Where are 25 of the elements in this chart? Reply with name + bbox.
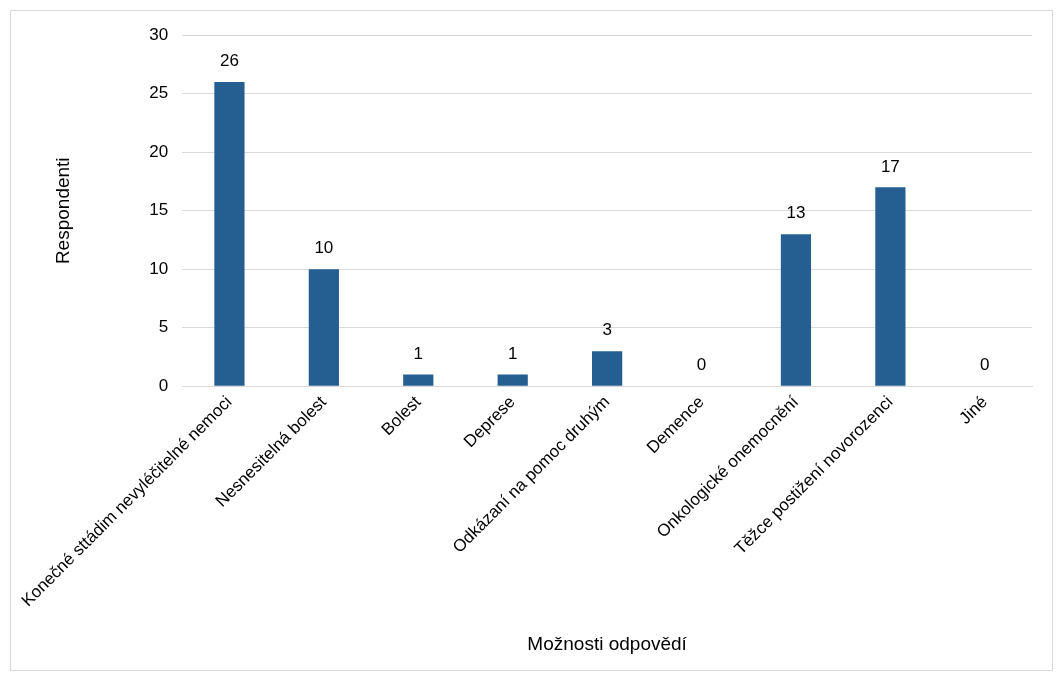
y-tick-label: 30: [149, 24, 169, 44]
bar: [497, 374, 528, 386]
data-label: 3: [602, 320, 612, 340]
bar: [403, 374, 434, 386]
y-tick-label: 15: [149, 200, 169, 220]
data-label: 0: [980, 355, 990, 375]
data-label: 1: [413, 343, 424, 363]
y-axis-title: Respondenti: [52, 157, 74, 265]
bar: [308, 269, 339, 386]
data-label: 13: [786, 203, 806, 223]
y-tick-label: 0: [158, 376, 169, 395]
y-tick-label: 10: [149, 258, 169, 278]
bar: [592, 351, 623, 386]
y-tick-label: 20: [149, 141, 169, 161]
y-tick-label: 5: [158, 317, 169, 337]
data-label: 1: [507, 343, 518, 363]
bar: [780, 234, 812, 386]
x-axis-title: Možnosti odpovědí: [527, 632, 688, 654]
bar: [214, 82, 245, 386]
data-label: 0: [696, 355, 707, 375]
data-label: 26: [219, 51, 239, 71]
bar: [875, 187, 906, 386]
data-label: 17: [880, 156, 900, 176]
y-tick-label: 25: [149, 83, 169, 103]
data-label: 10: [314, 238, 334, 258]
